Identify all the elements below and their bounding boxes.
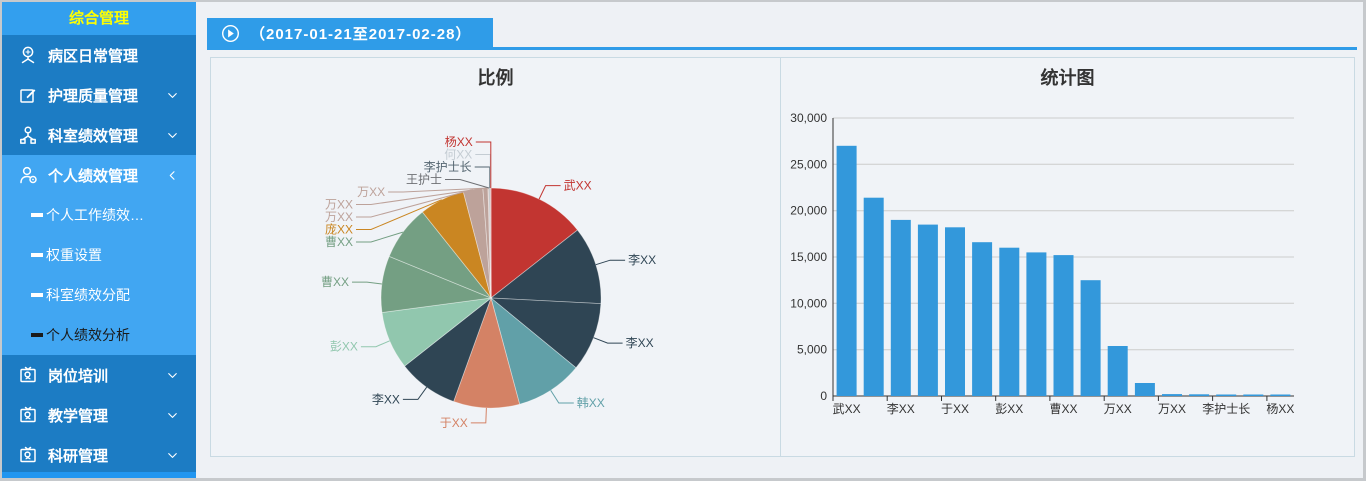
svg-text:15,000: 15,000 — [790, 250, 827, 264]
sidebar-item-label: 岗位培训 — [48, 367, 109, 385]
svg-text:何XX: 何XX — [444, 148, 472, 162]
sidebar-item-4[interactable]: 岗位培训 — [2, 355, 196, 395]
cert-icon — [18, 365, 40, 385]
sidebar-subitem-label: 科室绩效分配 — [46, 287, 130, 303]
header-underline — [207, 47, 1357, 50]
svg-text:李XX: 李XX — [628, 252, 656, 267]
sidebar-item-1[interactable]: 护理质量管理 — [2, 75, 196, 115]
svg-text:5,000: 5,000 — [797, 343, 827, 357]
bar-chart-canvas: 0 5,000 10,000 15,000 20,000 25,000 30,000 武XX 李… — [790, 111, 1294, 416]
dash-icon — [31, 253, 43, 257]
cert-icon — [18, 405, 40, 425]
svg-text:曹XX: 曹XX — [325, 235, 353, 249]
svg-text:曹XX: 曹XX — [321, 275, 349, 289]
svg-text:30,000: 30,000 — [790, 111, 827, 125]
sidebar-subitem-3-1[interactable]: 权重设置 — [2, 235, 196, 275]
svg-text:于XX: 于XX — [941, 402, 969, 416]
sidebar-subitem-3-0[interactable]: 个人工作绩效… — [2, 195, 196, 235]
svg-text:25,000: 25,000 — [790, 157, 827, 171]
sidebar-item-0[interactable]: 病区日常管理 — [2, 35, 196, 75]
svg-text:杨XX: 杨XX — [1266, 401, 1294, 416]
svg-text:武XX: 武XX — [564, 179, 592, 193]
svg-text:万XX: 万XX — [325, 210, 353, 224]
sidebar-item-3[interactable]: 个人绩效管理 — [2, 155, 196, 195]
sidebar-item-label: 科研管理 — [48, 447, 109, 465]
bar-chart-title: 统计图 — [1040, 68, 1095, 88]
svg-text:10,000: 10,000 — [790, 296, 827, 310]
svg-text:李XX: 李XX — [626, 335, 654, 350]
pie-chart-title: 比例 — [477, 68, 514, 88]
main-content: （2017-01-21至2017-02-28） 比例 武XX 李XX 李XX 韩XX 于… — [198, 2, 1363, 478]
sidebar-item-label: 个人绩效管理 — [48, 167, 139, 185]
sidebar-item-2[interactable]: 科室绩效管理 — [2, 115, 196, 155]
dash-icon — [31, 213, 43, 217]
svg-text:于XX: 于XX — [440, 416, 468, 430]
svg-text:0: 0 — [820, 389, 827, 403]
sidebar-nav: 病区日常管理 护理质量管理 科室绩效管理 个人绩效管理 个人工作绩效… 权重设置科室绩效分… — [2, 35, 196, 475]
org-icon — [18, 125, 40, 145]
svg-text:王护士: 王护士 — [406, 173, 442, 187]
sidebar-subitem-3-2[interactable]: 科室绩效分配 — [2, 275, 196, 315]
svg-text:李XX: 李XX — [372, 391, 400, 406]
date-range-label: （2017-01-21至2017-02-28） — [250, 25, 472, 43]
sidebar: 综合管理 病区日常管理 护理质量管理 科室绩效管理 个人绩效管理 个人工作绩效… 权重设置… — [2, 2, 196, 478]
svg-text:庞XX: 庞XX — [325, 222, 353, 237]
chevron-down-icon — [165, 408, 180, 423]
svg-text:彭XX: 彭XX — [330, 340, 358, 354]
sidebar-item-label: 教学管理 — [48, 407, 109, 425]
svg-text:曹XX: 曹XX — [1049, 402, 1077, 416]
chevron-down-icon — [165, 128, 180, 143]
svg-text:万XX: 万XX — [1158, 402, 1186, 416]
sidebar-subitem-label: 个人工作绩效… — [46, 207, 144, 223]
svg-text:彭XX: 彭XX — [995, 402, 1023, 416]
svg-text:万XX: 万XX — [325, 198, 353, 212]
sidebar-footer-strip — [2, 472, 196, 478]
svg-text:李护士长: 李护士长 — [1202, 401, 1250, 416]
svg-text:20,000: 20,000 — [790, 204, 827, 218]
chevron-left-icon — [165, 168, 180, 183]
svg-text:李护士长: 李护士长 — [424, 159, 472, 174]
circle-play-icon — [221, 24, 240, 43]
svg-text:李XX: 李XX — [887, 401, 915, 416]
chevron-down-icon — [165, 88, 180, 103]
ward-icon — [18, 45, 40, 65]
chevron-down-icon — [165, 448, 180, 463]
chevron-down-icon — [165, 368, 180, 383]
pie-chart: 比例 武XX 李XX 李XX 韩XX 于XX 李XX 彭XX 曹XX 曹XX 庞XX 万XX 万XX 万… — [211, 58, 781, 456]
charts-panel: 比例 武XX 李XX 李XX 韩XX 于XX 李XX 彭XX 曹XX 曹XX 庞XX 万XX 万XX 万… — [210, 57, 1355, 457]
bar-chart: 统计图 0 5,000 10,000 15,000 20,000 25,000 30,000… — [781, 58, 1354, 456]
dash-icon — [31, 333, 43, 337]
svg-text:杨XX: 杨XX — [445, 134, 473, 149]
svg-text:万XX: 万XX — [357, 185, 385, 199]
sidebar-item-5[interactable]: 教学管理 — [2, 395, 196, 435]
svg-text:韩XX: 韩XX — [577, 395, 605, 410]
person-icon — [18, 165, 40, 185]
cert-icon — [18, 445, 40, 465]
sidebar-item-label: 护理质量管理 — [48, 87, 139, 105]
sidebar-item-label: 病区日常管理 — [48, 47, 139, 65]
sidebar-subitem-3-3[interactable]: 个人绩效分析 — [2, 315, 196, 355]
sidebar-item-label: 科室绩效管理 — [48, 127, 139, 145]
date-range-tab[interactable]: （2017-01-21至2017-02-28） — [207, 18, 494, 48]
edit-icon — [18, 85, 40, 105]
sidebar-header: 综合管理 — [2, 2, 196, 35]
svg-text:万XX: 万XX — [1104, 402, 1132, 416]
sidebar-subitem-label: 权重设置 — [46, 247, 102, 263]
svg-text:武XX: 武XX — [833, 402, 861, 416]
sidebar-subitem-label: 个人绩效分析 — [46, 327, 130, 343]
pie-chart-canvas: 武XX李XX李XX韩XX于XX李XX彭XX曹XX曹XX庞XX万XX万XX万XX王… — [321, 134, 656, 430]
dash-icon — [31, 293, 43, 297]
sidebar-item-6[interactable]: 科研管理 — [2, 435, 196, 475]
